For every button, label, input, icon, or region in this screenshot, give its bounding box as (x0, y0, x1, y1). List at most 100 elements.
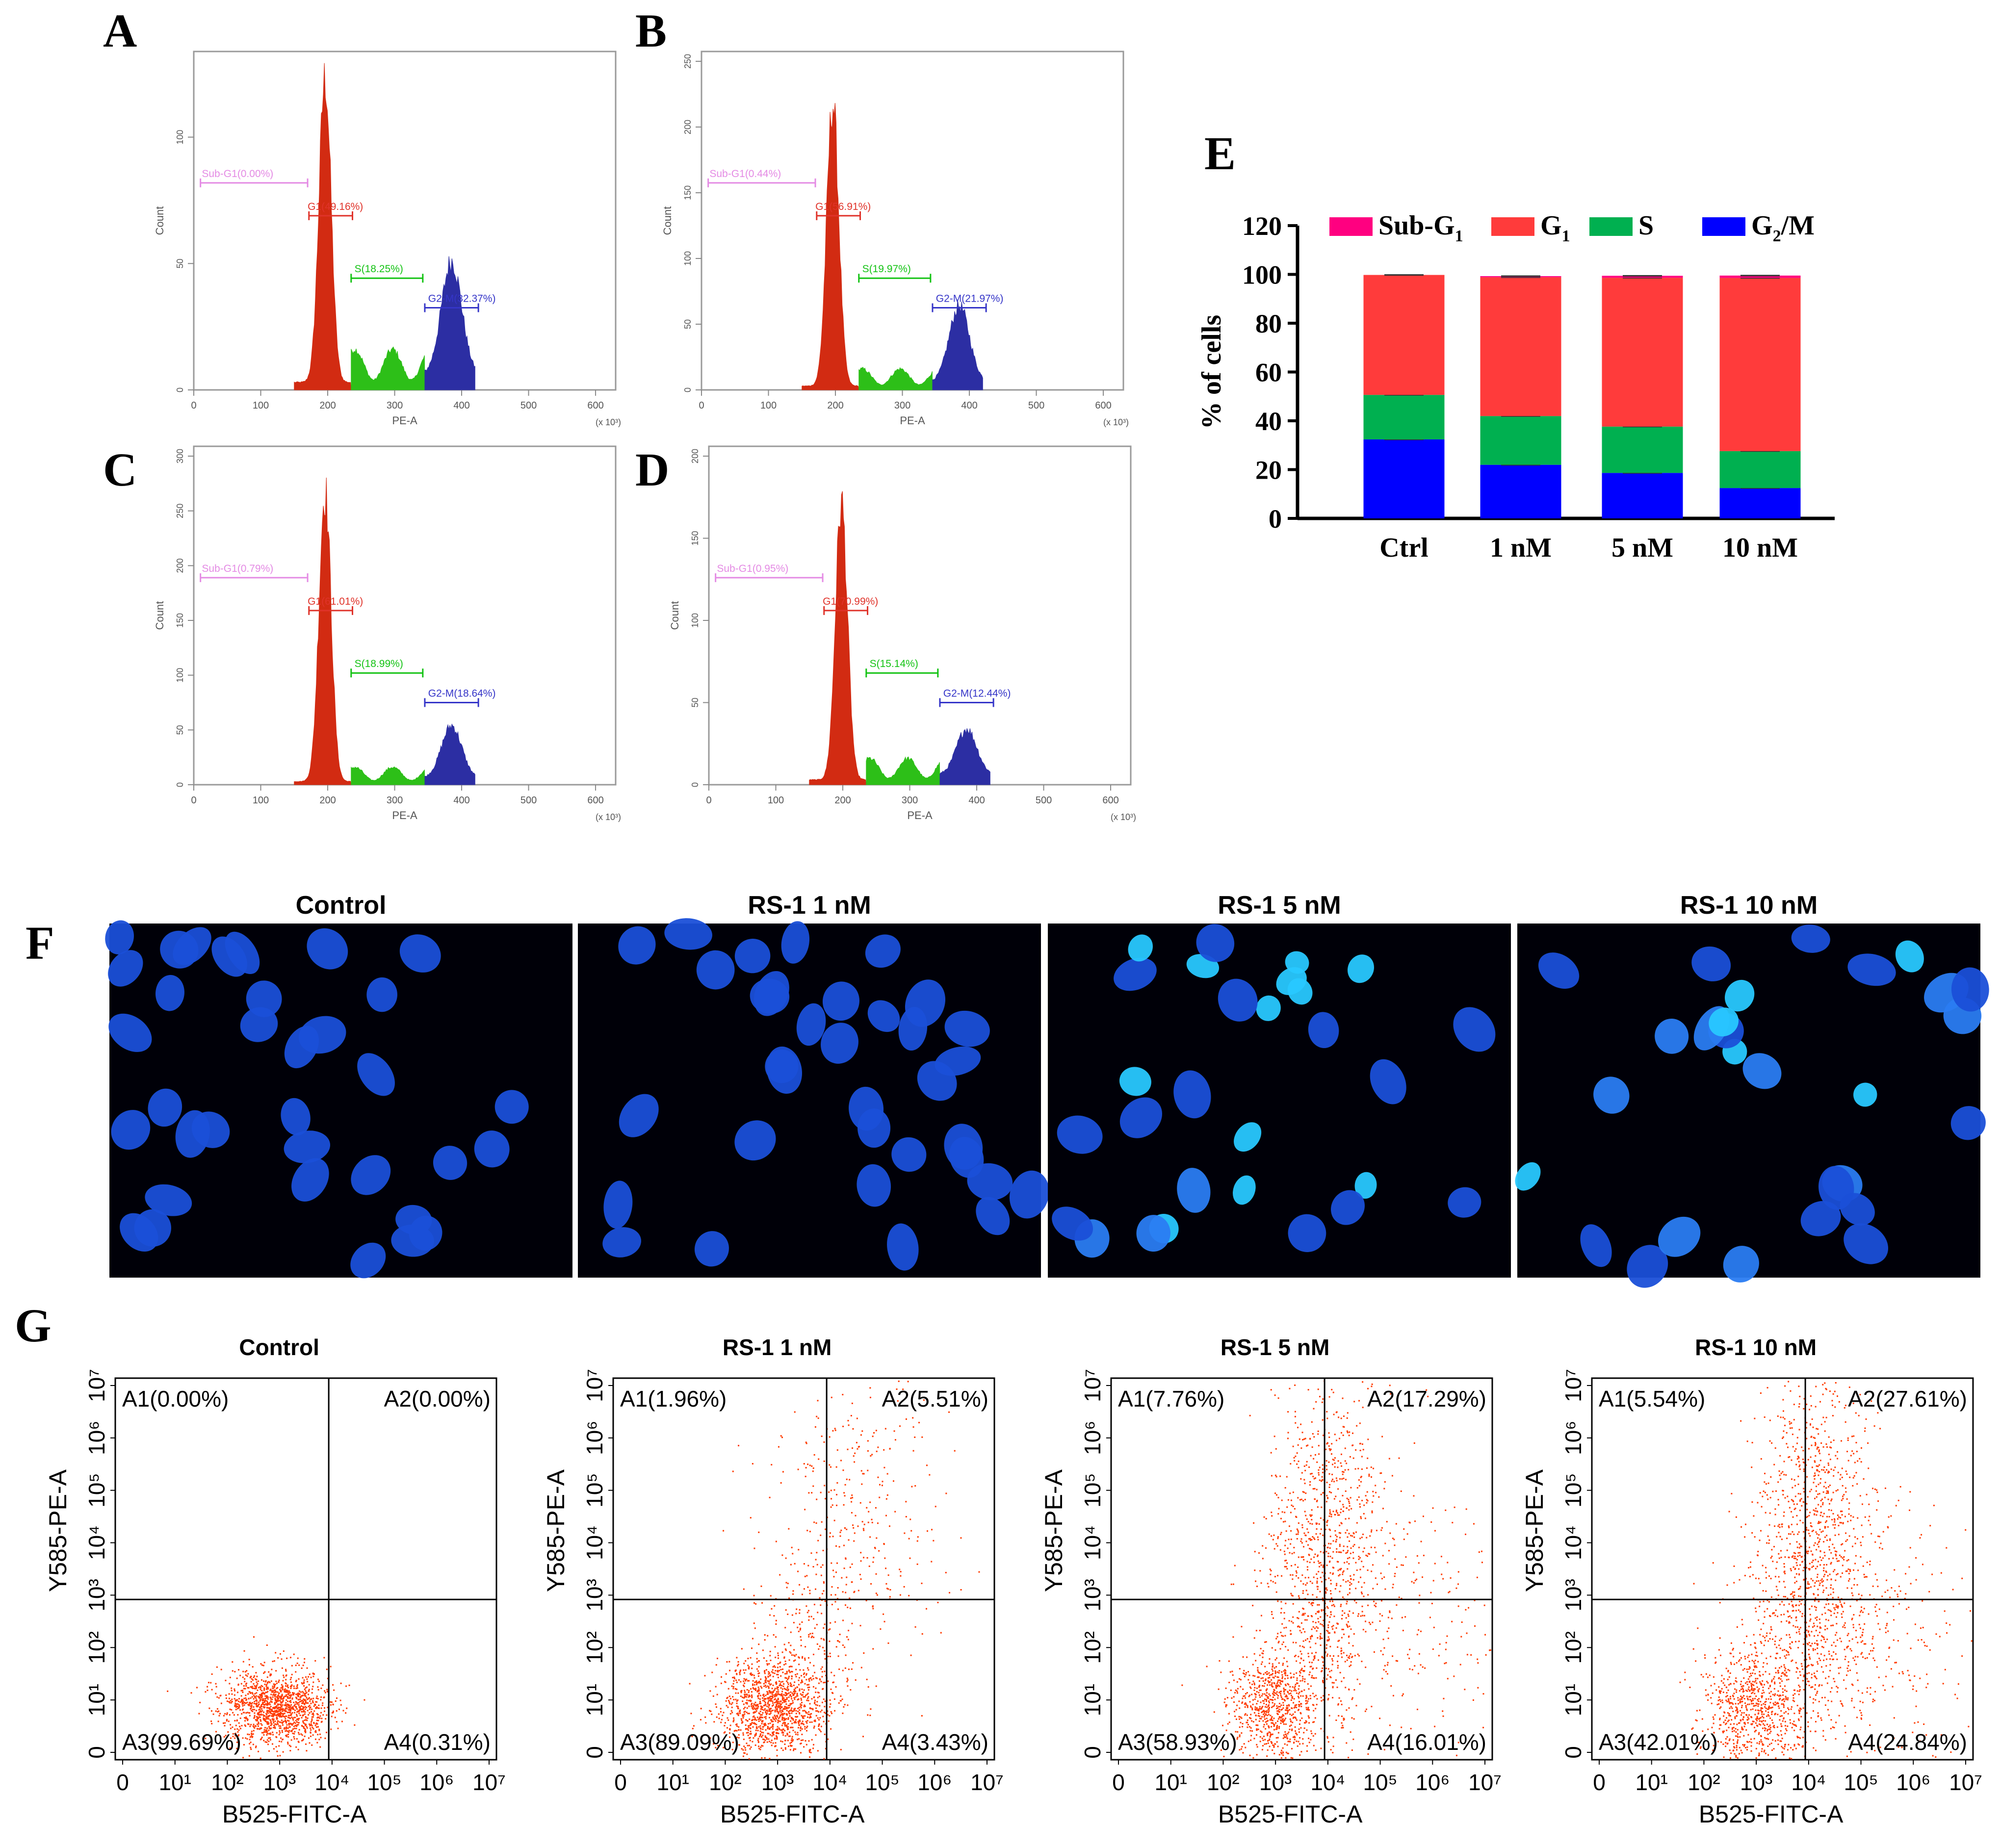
event-dot (805, 1730, 807, 1732)
event-dot (1260, 1663, 1262, 1665)
event-dot (780, 1700, 782, 1702)
event-dot (746, 1753, 748, 1755)
event-dot (238, 1722, 240, 1724)
nucleus (350, 1242, 386, 1279)
event-dot (272, 1727, 274, 1729)
event-dot (1241, 1702, 1243, 1704)
event-dot (1259, 1715, 1261, 1717)
event-dot (757, 1695, 759, 1697)
event-dot (829, 1532, 831, 1534)
event-dot (1413, 1442, 1415, 1444)
nucleus (105, 920, 134, 955)
event-dot (1367, 1438, 1369, 1440)
event-dot (792, 1702, 794, 1704)
event-dot (750, 1746, 752, 1748)
event-dot (1294, 1415, 1296, 1417)
event-dot (267, 1712, 269, 1714)
event-dot (256, 1685, 258, 1687)
event-dot (1344, 1562, 1346, 1564)
event-dot (284, 1710, 286, 1712)
event-dot (234, 1720, 236, 1721)
event-dot (244, 1724, 246, 1726)
event-dot (786, 1726, 788, 1728)
y-tick-label: 0 (690, 782, 700, 787)
event-dot (269, 1739, 271, 1741)
event-dot (851, 1563, 853, 1565)
event-dot (1280, 1749, 1282, 1751)
event-dot (1325, 1465, 1327, 1467)
event-dot (856, 1417, 858, 1419)
event-dot (237, 1706, 239, 1708)
event-dot (274, 1726, 276, 1728)
event-dot (1273, 1689, 1275, 1691)
event-dot (1282, 1521, 1284, 1523)
event-dot (263, 1662, 265, 1664)
event-dot (1243, 1669, 1245, 1671)
event-dot (758, 1747, 760, 1749)
event-dot (261, 1732, 263, 1734)
event-dot (800, 1743, 802, 1745)
event-dot (1259, 1689, 1261, 1691)
bar-segment (1719, 275, 1801, 278)
event-dot (266, 1687, 268, 1689)
event-dot (1267, 1684, 1269, 1686)
event-dot (733, 1698, 735, 1700)
event-dot (1313, 1576, 1315, 1578)
event-dot (1366, 1491, 1368, 1493)
event-dot (1332, 1391, 1334, 1393)
event-dot (275, 1691, 277, 1693)
event-dot (250, 1705, 252, 1707)
event-dot (1283, 1720, 1285, 1721)
event-dot (273, 1718, 275, 1720)
event-dot (807, 1713, 809, 1715)
event-dot (1305, 1464, 1307, 1466)
event-dot (1301, 1614, 1303, 1616)
nucleus (664, 918, 712, 950)
event-dot (223, 1736, 225, 1738)
event-dot (823, 1460, 825, 1462)
x-tick-label: 10² (709, 1770, 741, 1795)
event-dot (1316, 1580, 1318, 1582)
event-dot (832, 1569, 834, 1571)
event-dot (1266, 1688, 1268, 1690)
event-dot (763, 1709, 765, 1711)
event-dot (266, 1696, 268, 1698)
event-dot (831, 1586, 833, 1588)
event-dot (764, 1634, 766, 1636)
event-dot (1328, 1542, 1330, 1544)
event-dot (820, 1534, 822, 1536)
event-dot (257, 1705, 259, 1707)
event-dot (1305, 1492, 1307, 1494)
event-dot (326, 1668, 328, 1670)
event-dot (252, 1702, 254, 1704)
event-dot (885, 1583, 887, 1585)
event-dot (1281, 1677, 1283, 1679)
event-dot (1309, 1671, 1311, 1673)
event-dot (254, 1696, 256, 1698)
event-dot (805, 1712, 807, 1714)
event-dot (1275, 1737, 1277, 1739)
event-dot (301, 1695, 303, 1697)
event-dot (921, 1582, 923, 1584)
event-dot (768, 1686, 770, 1688)
event-dot (757, 1718, 759, 1720)
event-dot (798, 1722, 800, 1724)
event-dot (1309, 1538, 1311, 1540)
event-dot (1271, 1734, 1273, 1736)
nucleus (211, 936, 247, 977)
event-dot (792, 1718, 794, 1720)
event-dot (1349, 1584, 1351, 1586)
event-dot (1262, 1710, 1264, 1712)
event-dot (286, 1706, 288, 1708)
event-dot (755, 1705, 757, 1707)
event-dot (1302, 1556, 1304, 1558)
event-dot (767, 1680, 769, 1682)
event-dot (731, 1702, 733, 1704)
event-dot (239, 1717, 241, 1719)
nucleus (284, 1026, 319, 1069)
event-dot (293, 1701, 295, 1703)
event-dot (304, 1703, 306, 1705)
event-dot (1309, 1437, 1311, 1439)
event-dot (753, 1719, 755, 1720)
event-dot (744, 1672, 746, 1674)
